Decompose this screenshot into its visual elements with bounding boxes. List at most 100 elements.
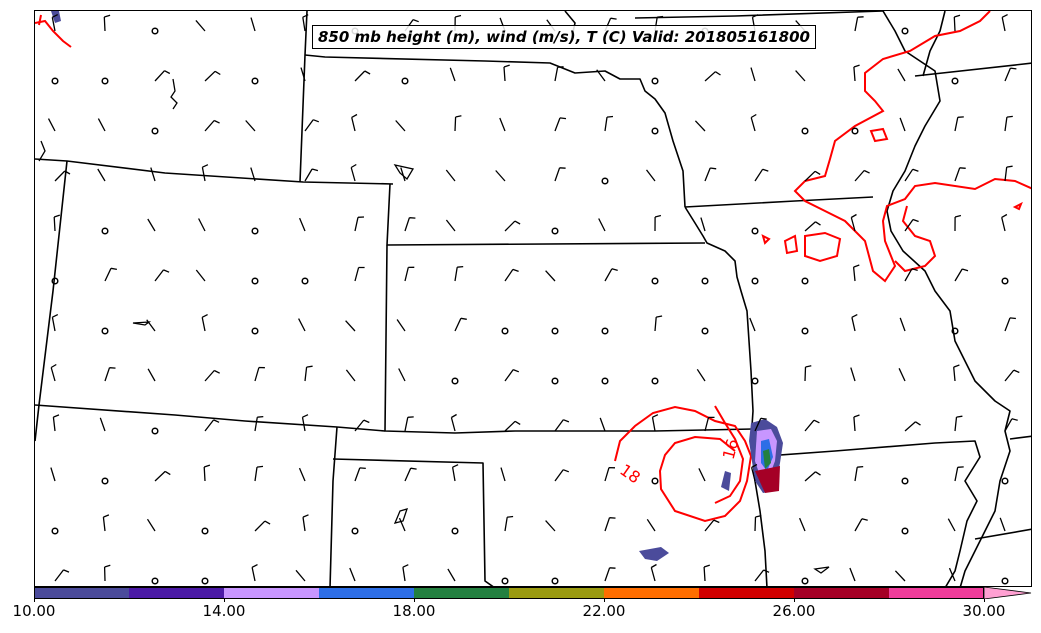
wind-barb	[704, 416, 715, 432]
map-canvas: 18 16	[35, 11, 1031, 586]
wind-barb	[354, 266, 365, 282]
colorbar-segment	[509, 587, 604, 599]
wind-barb	[999, 517, 1006, 532]
calm-wind-circle	[701, 277, 709, 285]
calm-wind-circle	[101, 327, 109, 335]
calm-wind-circle	[801, 277, 809, 285]
calm-wind-circle	[151, 427, 159, 435]
wind-barb	[104, 367, 116, 382]
wind-barb	[799, 517, 806, 532]
wind-barb	[154, 470, 171, 482]
wind-barb	[299, 217, 306, 232]
border-missouri-river	[684, 206, 768, 586]
wind-barb	[953, 14, 961, 32]
calm-wind-circle	[651, 77, 659, 85]
calm-wind-circle	[451, 377, 459, 385]
calm-wind-circle	[551, 577, 559, 585]
wind-barb	[696, 368, 706, 382]
wind-barb	[853, 414, 860, 432]
wind-barb	[150, 167, 156, 182]
border-ia-north	[634, 11, 884, 19]
colorbar-segment	[34, 587, 129, 599]
lakes	[38, 78, 830, 574]
wind-barb	[50, 467, 56, 482]
wind-barb	[400, 167, 406, 182]
wind-barb	[646, 518, 656, 532]
calm-wind-circle	[151, 127, 159, 135]
colorbar-tick-label: 10.00	[12, 602, 56, 620]
wind-barb	[450, 413, 457, 432]
wind-barb	[854, 465, 864, 482]
colorbar-segment	[129, 587, 224, 599]
wind-barb	[154, 269, 170, 282]
wind-barb	[804, 170, 821, 182]
wind-barb	[754, 168, 769, 182]
calm-wind-circle	[651, 477, 659, 485]
wind-barb	[204, 70, 221, 82]
wind-barb	[604, 517, 616, 532]
wind-barb	[804, 365, 812, 382]
border-tn	[974, 528, 1031, 540]
colorbar-tickmark	[34, 599, 35, 602]
wind-barb	[604, 268, 618, 282]
calm-wind-circle	[251, 227, 259, 235]
wind-barb	[402, 564, 409, 582]
calm-wind-circle	[151, 27, 159, 35]
wind-barb	[804, 221, 821, 232]
wind-barb	[103, 14, 111, 32]
wind-barb	[954, 268, 969, 282]
wind-barb	[349, 567, 356, 582]
wind-barb	[345, 320, 356, 332]
wind-barb	[304, 168, 319, 182]
calm-wind-circle	[451, 527, 459, 535]
wind-barb	[504, 420, 521, 432]
wind-barb	[454, 115, 462, 132]
border-co-west	[35, 160, 68, 442]
calm-wind-circle	[751, 277, 759, 285]
calm-wind-circle	[151, 577, 159, 585]
calm-wind-circle	[201, 527, 209, 535]
border-il-in	[914, 62, 1031, 77]
wind-barb	[97, 168, 106, 182]
wind-barb	[254, 520, 271, 532]
wind-barb	[904, 268, 918, 282]
wind-barb	[298, 467, 306, 482]
wind-barb	[604, 466, 616, 482]
wind-barb	[1001, 213, 1008, 232]
colorbar-segment	[889, 587, 984, 599]
calm-wind-circle	[551, 377, 559, 385]
border-wy-co-north	[35, 158, 394, 185]
wind-barb	[198, 218, 206, 232]
wind-barb	[254, 415, 264, 432]
border-ky	[1009, 435, 1031, 440]
wind-barb	[650, 563, 657, 582]
calm-wind-circle	[1001, 577, 1009, 585]
wind-barb	[354, 467, 366, 482]
wind-barb	[854, 16, 864, 32]
calm-wind-circle	[651, 377, 659, 385]
wind-barb	[545, 270, 556, 282]
wind-barb	[554, 469, 570, 482]
wind-barb	[250, 17, 256, 32]
wind-barb	[749, 317, 756, 332]
calm-wind-circle	[351, 527, 359, 535]
wind-barb	[599, 417, 606, 432]
wind-barb	[954, 415, 963, 432]
wind-barb	[754, 417, 767, 432]
colorbar-tickmark	[414, 599, 415, 602]
border-nm-ok-panhandle	[329, 426, 338, 586]
border-wy-ne-west	[299, 11, 308, 183]
wind-barb	[204, 419, 220, 432]
wind-barb	[654, 214, 662, 232]
wind-barb	[795, 70, 806, 82]
calm-wind-circle	[851, 127, 859, 135]
wind-barb	[147, 218, 156, 232]
wind-barb	[304, 119, 320, 132]
calm-wind-circle	[901, 27, 909, 35]
colorbar-extend-triangle	[983, 587, 1032, 599]
wind-barb	[445, 219, 456, 232]
wind-barb	[954, 116, 964, 132]
precip-shading	[51, 11, 783, 561]
colorbar-tick-label: 22.00	[582, 602, 626, 620]
wind-barb	[904, 421, 921, 432]
